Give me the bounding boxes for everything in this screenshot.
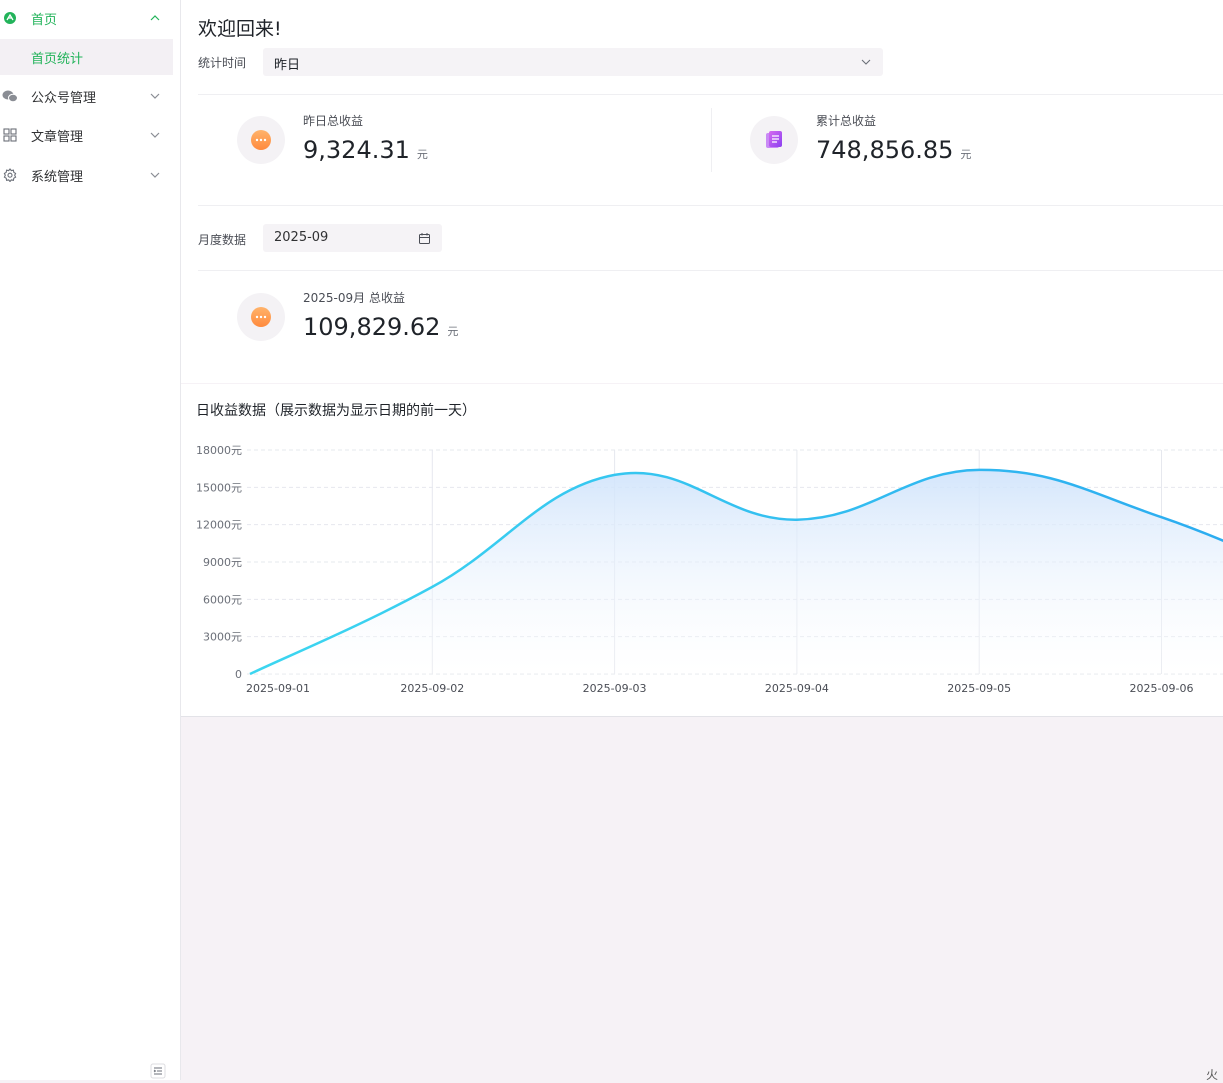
sidebar-item-articles[interactable]: 文章管理 — [0, 117, 172, 153]
sidebar-item-wechat[interactable]: 公众号管理 — [0, 78, 172, 114]
month-label: 月度数据 — [198, 233, 247, 247]
stat-time-select[interactable]: 昨日 — [263, 48, 883, 76]
corner-text: 火 — [1206, 1068, 1219, 1082]
collapse-sidebar-icon[interactable] — [150, 1063, 166, 1079]
grid-icon — [2, 127, 18, 143]
stat-unit: 元 — [447, 325, 459, 338]
gear-icon — [2, 167, 18, 183]
page-title: 欢迎回来! — [198, 18, 282, 40]
y-tick-label: 12000元 — [196, 519, 242, 532]
y-tick-label: 6000元 — [203, 593, 242, 606]
stat-time-value: 昨日 — [274, 58, 301, 73]
sidebar-item-label: 系统管理 — [31, 169, 84, 185]
home-icon — [2, 10, 18, 26]
sidebar-subitem-label: 首页统计 — [31, 51, 84, 67]
series-line — [249, 468, 1223, 676]
y-tick-label: 0 — [235, 668, 242, 681]
y-tick-label: 18000元 — [196, 444, 242, 457]
chevron-down-icon — [150, 172, 160, 178]
stat-unit: 元 — [960, 148, 972, 161]
x-tick-label: 2025-09-02 — [400, 682, 464, 695]
y-tick-label: 15000元 — [196, 481, 242, 494]
month-picker[interactable]: 2025-09 — [263, 224, 442, 252]
sidebar-subitem-home-stats[interactable]: 首页统计 — [0, 39, 173, 75]
document-icon — [750, 116, 798, 164]
sidebar-item-label: 首页 — [31, 12, 58, 28]
daily-revenue-chart: 0 3000元 6000元 9000元 12000元 15000元 18000元 2025-… — [196, 444, 1223, 695]
sidebar-item-system[interactable]: 系统管理 — [0, 157, 172, 193]
chat-bubble-icon — [237, 293, 285, 341]
stat-value: 9,324.31 元 — [303, 136, 428, 164]
sidebar-item-home[interactable]: 首页 — [0, 0, 172, 36]
series-area — [250, 469, 1223, 674]
stat-number: 9,324.31 — [303, 136, 410, 164]
stat-number: 748,856.85 — [816, 136, 954, 164]
stat-unit: 元 — [416, 148, 428, 161]
x-tick-label: 2025-09-01 — [246, 682, 310, 695]
x-tick-label: 2025-09-06 — [1130, 682, 1194, 695]
stat-label: 累计总收益 — [816, 114, 877, 128]
chat-bubble-icon — [237, 116, 285, 164]
x-tick-label: 2025-09-05 — [947, 682, 1011, 695]
stat-value: 109,829.62 元 — [303, 313, 458, 341]
x-tick-label: 2025-09-04 — [765, 682, 829, 695]
divider — [198, 94, 1223, 95]
chevron-down-icon — [861, 59, 871, 65]
calendar-icon — [419, 233, 430, 244]
month-value: 2025-09 — [274, 230, 329, 245]
sidebar-item-label: 文章管理 — [31, 129, 84, 145]
wechat-icon — [2, 88, 18, 104]
x-tick-label: 2025-09-03 — [583, 682, 647, 695]
chevron-up-icon — [150, 15, 160, 21]
y-tick-label: 9000元 — [203, 556, 242, 569]
stat-number: 109,829.62 — [303, 313, 441, 341]
sidebar: 首页 首页统计 公众号管理 文章管理 系统管理 — [0, 0, 181, 1080]
stat-label: 2025-09月 总收益 — [303, 291, 405, 305]
stat-value: 748,856.85 元 — [816, 136, 971, 164]
stat-time-label: 统计时间 — [198, 56, 247, 70]
chevron-down-icon — [150, 132, 160, 138]
chevron-down-icon — [150, 93, 160, 99]
divider — [198, 205, 1223, 206]
y-tick-label: 3000元 — [203, 631, 242, 644]
stat-label: 昨日总收益 — [303, 114, 364, 128]
divider — [198, 270, 1223, 271]
chart-title: 日收益数据（展示数据为显示日期的前一天） — [196, 403, 476, 419]
sidebar-item-label: 公众号管理 — [31, 90, 97, 106]
divider — [711, 108, 712, 172]
